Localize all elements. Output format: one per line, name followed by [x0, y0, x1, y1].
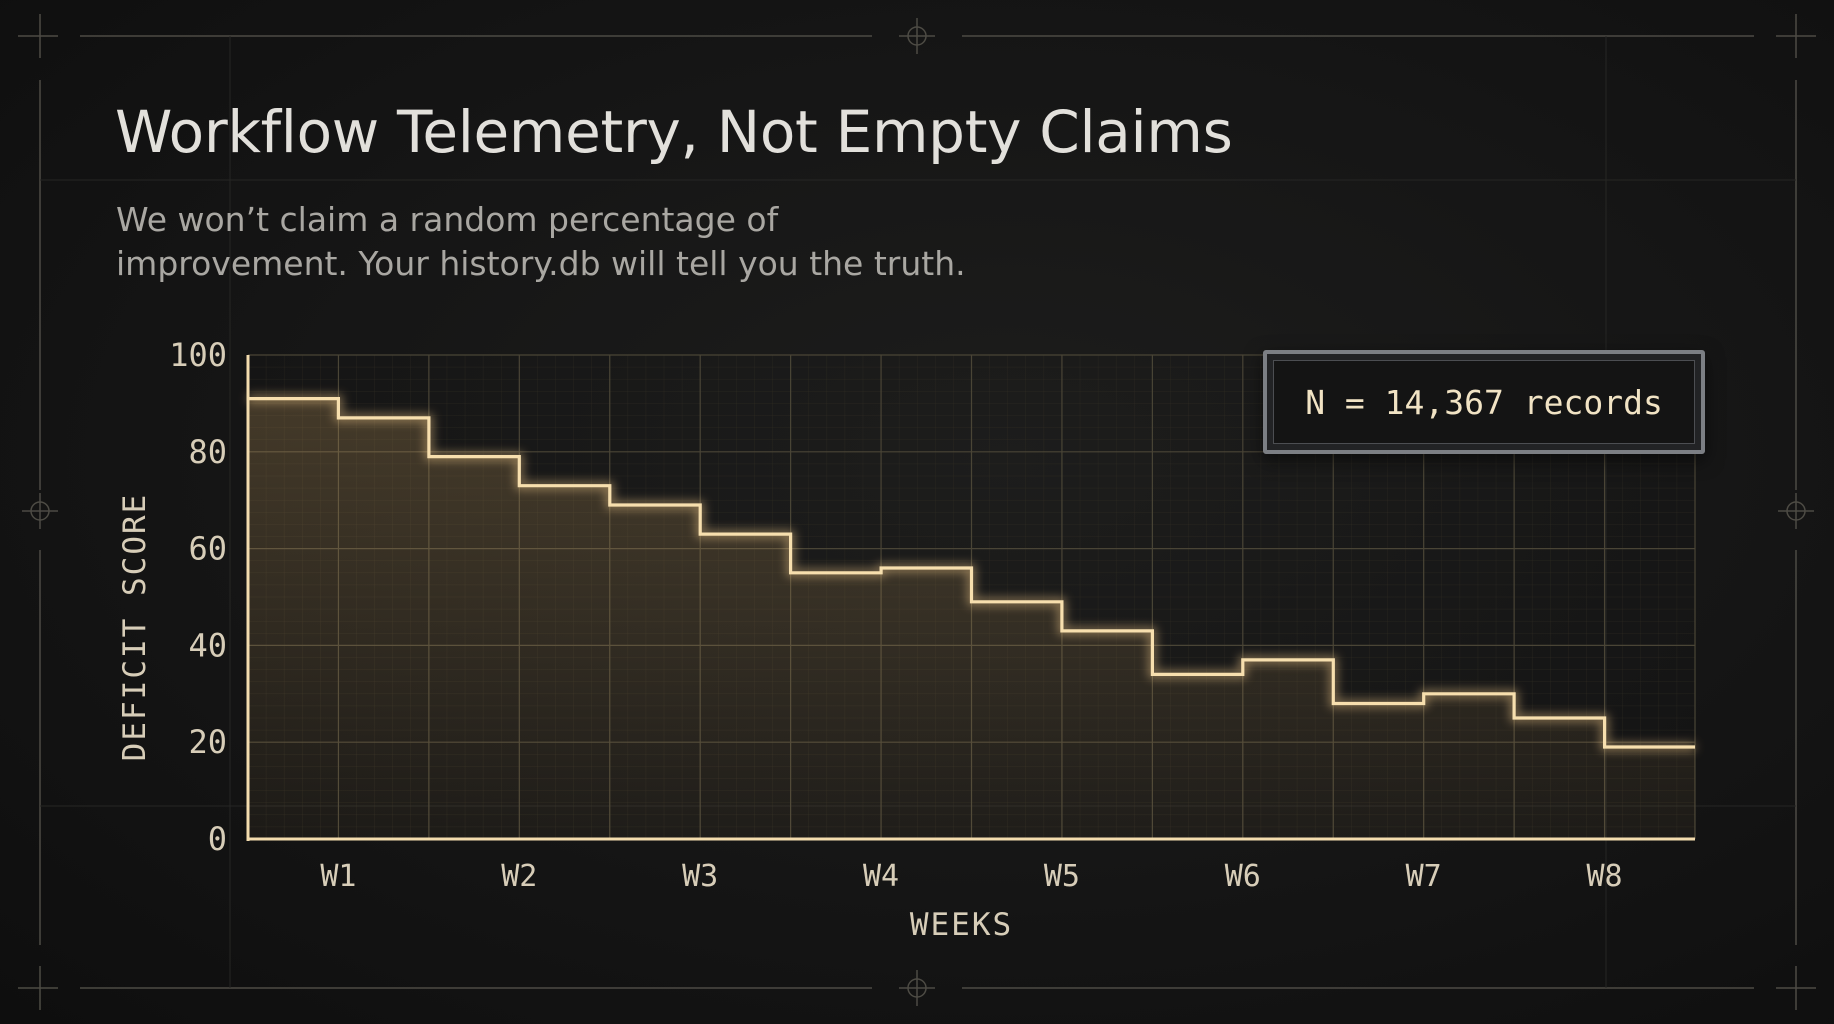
y-tick-label: 80: [188, 433, 227, 471]
area-fill: [248, 398, 1695, 839]
x-tick-label: W8: [1587, 859, 1623, 894]
x-tick-label: W7: [1406, 859, 1442, 894]
x-tick-label: W4: [863, 859, 899, 894]
y-tick-label: 40: [188, 626, 227, 664]
y-tick-label: 100: [169, 336, 227, 374]
x-tick-label: W5: [1044, 859, 1080, 894]
record-count-badge: N = 14,367 records: [1263, 350, 1705, 454]
page-subtitle: We won’t claim a random percentage of im…: [116, 200, 966, 283]
record-count-text: N = 14,367 records: [1273, 360, 1695, 444]
page-title: Workflow Telemetry, Not Empty Claims: [115, 98, 1233, 166]
x-tick-label: W3: [682, 859, 718, 894]
x-tick-label: W6: [1225, 859, 1261, 894]
x-tick-label: W2: [501, 859, 537, 894]
y-tick-label: 0: [208, 820, 227, 858]
y-tick-label: 20: [188, 723, 227, 761]
y-tick-label: 60: [188, 530, 227, 568]
y-axis-title: DEFICIT SCORE: [117, 493, 153, 762]
series-line: [248, 397, 1695, 749]
x-axis-title: WEEKS: [910, 907, 1013, 943]
x-tick-label: W1: [320, 859, 356, 894]
